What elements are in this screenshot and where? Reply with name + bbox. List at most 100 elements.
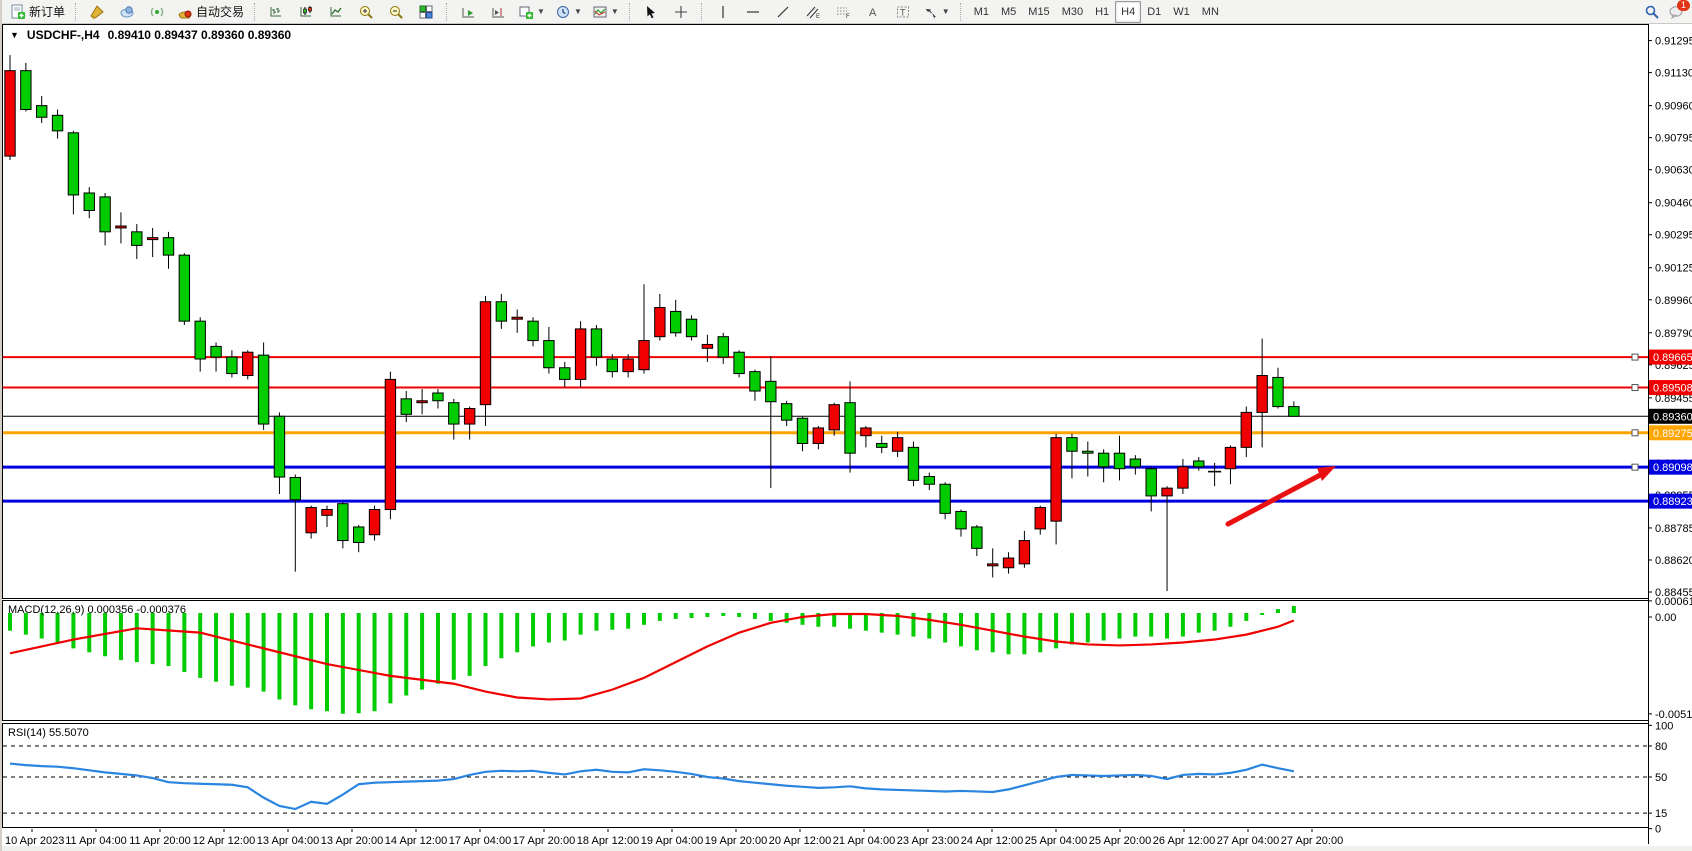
- candle-body[interactable]: [194, 320, 206, 360]
- candle-body[interactable]: [384, 378, 397, 510]
- candle-body[interactable]: [1050, 437, 1062, 522]
- candle-body[interactable]: [749, 371, 761, 392]
- cursor-button[interactable]: [637, 1, 665, 23]
- search-icon[interactable]: [1644, 4, 1660, 20]
- candle-body[interactable]: [876, 442, 888, 448]
- candle-body[interactable]: [987, 563, 999, 567]
- timeframe-W1[interactable]: W1: [1173, 5, 1190, 18]
- timeframe-H1[interactable]: H1: [1095, 5, 1110, 18]
- candle-body[interactable]: [939, 483, 951, 514]
- time-axis-label[interactable]: 13 Apr 04:00: [257, 835, 319, 847]
- candle-body[interactable]: [178, 254, 191, 322]
- candle-body[interactable]: [685, 318, 698, 338]
- candle-body[interactable]: [907, 446, 920, 481]
- line-chart-button[interactable]: [322, 1, 350, 23]
- candle-body[interactable]: [717, 336, 729, 358]
- candle-body[interactable]: [1018, 540, 1031, 565]
- time-axis-label[interactable]: 19 Apr 04:00: [641, 835, 703, 847]
- horizontal-line-button[interactable]: [739, 1, 767, 23]
- candle-body[interactable]: [416, 400, 428, 404]
- candle-body[interactable]: [1034, 507, 1046, 530]
- chevron-down-icon[interactable]: ▼: [10, 30, 19, 40]
- candle-body[interactable]: [1002, 557, 1015, 569]
- candle-body[interactable]: [495, 301, 508, 322]
- tile-windows-button[interactable]: [412, 1, 440, 23]
- vertical-line-button[interactable]: [709, 1, 737, 23]
- zoom-out-button[interactable]: [382, 1, 410, 23]
- line-anchor-handle[interactable]: [1631, 384, 1639, 392]
- candle-body[interactable]: [83, 192, 95, 211]
- candle-body[interactable]: [353, 526, 365, 544]
- arrows-button[interactable]: ▼: [919, 1, 954, 23]
- candle-body[interactable]: [511, 316, 523, 320]
- time-axis-label[interactable]: 25 Apr 04:00: [1025, 835, 1087, 847]
- candle-body[interactable]: [527, 320, 539, 342]
- bar-chart-button[interactable]: [262, 1, 290, 23]
- candle-body[interactable]: [543, 340, 555, 369]
- candle-body[interactable]: [305, 507, 317, 534]
- time-axis-label[interactable]: 23 Apr 23:00: [897, 835, 959, 847]
- equidistant-channel-button[interactable]: E: [799, 1, 827, 23]
- candle-body[interactable]: [368, 508, 381, 536]
- line-anchor-handle[interactable]: [1631, 429, 1639, 437]
- time-axis-label[interactable]: 17 Apr 20:00: [513, 835, 575, 847]
- candle-body[interactable]: [606, 358, 618, 373]
- candle-body[interactable]: [733, 351, 745, 375]
- candle-body[interactable]: [670, 310, 682, 334]
- timeframe-H4[interactable]: H4: [1115, 0, 1142, 23]
- annotation-arrow-head[interactable]: [1317, 466, 1336, 481]
- candle-body[interactable]: [891, 437, 904, 452]
- candle-body[interactable]: [479, 301, 492, 406]
- candle-body[interactable]: [559, 367, 571, 380]
- auto-scroll-button[interactable]: [454, 1, 482, 23]
- candle-body[interactable]: [1224, 446, 1237, 470]
- time-axis-label[interactable]: 26 Apr 12:00: [1153, 835, 1215, 847]
- chart-canvas[interactable]: 0.91295 0.91130 0.90960 0.90795 0.90630 0.904…: [2, 24, 1692, 851]
- time-axis-label[interactable]: 18 Apr 12:00: [577, 835, 639, 847]
- time-axis-label[interactable]: 13 Apr 20:00: [321, 835, 383, 847]
- candle-body[interactable]: [844, 402, 856, 454]
- text-label-button[interactable]: T: [889, 1, 917, 23]
- time-axis-label[interactable]: 10 Apr 2023: [5, 835, 64, 847]
- candle-body[interactable]: [765, 380, 777, 403]
- annotation-arrow-line[interactable]: [1225, 470, 1327, 527]
- candle-body[interactable]: [210, 345, 222, 358]
- fibonacci-button[interactable]: F: [829, 1, 857, 23]
- candle-body[interactable]: [1113, 452, 1126, 470]
- candle-body[interactable]: [1272, 376, 1284, 408]
- candle-body[interactable]: [51, 114, 64, 132]
- candle-body[interactable]: [1256, 375, 1268, 413]
- time-axis-label[interactable]: 21 Apr 04:00: [833, 835, 895, 847]
- candle-body[interactable]: [923, 475, 935, 485]
- candle-body[interactable]: [1082, 450, 1094, 454]
- auto-trading-button[interactable]: 自动交易: [173, 1, 248, 23]
- new-order-button[interactable]: 新订单: [6, 1, 69, 23]
- text-button[interactable]: A: [859, 1, 887, 23]
- timeframe-MN[interactable]: MN: [1201, 5, 1219, 18]
- candle-body[interactable]: [463, 408, 476, 425]
- new-chart-button[interactable]: ▼: [514, 1, 549, 23]
- time-axis-label[interactable]: 17 Apr 04:00: [449, 835, 511, 847]
- candle-body[interactable]: [1240, 411, 1252, 448]
- time-axis-label[interactable]: 11 Apr 20:00: [129, 835, 191, 847]
- candle-body[interactable]: [226, 356, 238, 375]
- time-axis-label[interactable]: 19 Apr 20:00: [705, 835, 767, 847]
- candle-body[interactable]: [828, 404, 840, 431]
- candlestick-chart-button[interactable]: [292, 1, 320, 23]
- line-anchor-handle[interactable]: [1631, 463, 1639, 471]
- candle-body[interactable]: [971, 526, 983, 549]
- candle-body[interactable]: [590, 328, 603, 358]
- time-axis-label[interactable]: 24 Apr 12:00: [961, 835, 1023, 847]
- styler-button[interactable]: [83, 1, 111, 23]
- candle-body[interactable]: [400, 398, 412, 415]
- candle-body[interactable]: [622, 358, 634, 373]
- candle-body[interactable]: [289, 476, 302, 501]
- candle-body[interactable]: [337, 503, 349, 542]
- candle-body[interactable]: [812, 427, 825, 444]
- timeframe-M5[interactable]: M5: [1001, 5, 1017, 18]
- chat-button[interactable]: 1: [1668, 0, 1690, 20]
- periods-button[interactable]: ▼: [551, 1, 586, 23]
- timeframe-M15[interactable]: M15: [1028, 5, 1050, 18]
- candle-body[interactable]: [36, 105, 48, 118]
- candle-body[interactable]: [1097, 452, 1110, 468]
